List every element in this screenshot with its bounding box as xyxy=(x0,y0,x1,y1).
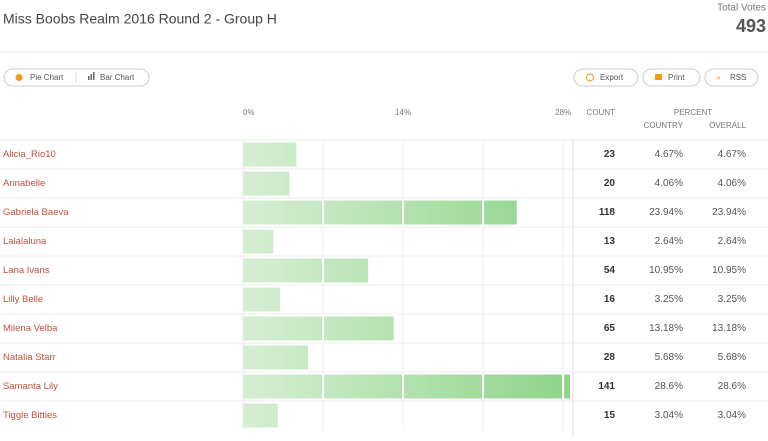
candidate-name: Lalalaluna xyxy=(3,236,47,247)
rss-icon: » xyxy=(716,73,721,82)
overall-percent: 2.64% xyxy=(718,236,746,247)
print-button[interactable]: Print xyxy=(668,73,685,82)
country-percent: 5.68% xyxy=(655,352,683,363)
vote-count: 15 xyxy=(604,410,616,421)
vote-count: 65 xyxy=(604,323,616,334)
bar xyxy=(243,229,274,254)
axis-tick-label: 28% xyxy=(555,108,571,117)
vote-count: 20 xyxy=(604,178,616,189)
overall-percent: 28.6% xyxy=(718,381,746,392)
vote-count: 16 xyxy=(604,294,616,305)
vote-count: 13 xyxy=(604,236,616,247)
poll-title: Miss Boobs Realm 2016 Round 2 - Group H xyxy=(3,11,277,27)
country-percent: 2.64% xyxy=(655,236,683,247)
bar-button[interactable]: Bar Chart xyxy=(100,73,135,82)
vote-count: 23 xyxy=(604,149,616,160)
export-button[interactable]: Export xyxy=(600,73,624,82)
candidate-name: Natalia Starr xyxy=(3,352,56,363)
bar xyxy=(243,200,517,225)
country-percent: 23.94% xyxy=(649,207,683,218)
candidate-name: Samanta Lily xyxy=(3,381,58,392)
pie-button[interactable]: Pie Chart xyxy=(30,73,64,82)
country-percent: 28.6% xyxy=(655,381,683,392)
vote-count: 54 xyxy=(604,265,616,276)
col-country: COUNTRY xyxy=(644,121,684,130)
col-overall: OVERALL xyxy=(709,121,746,130)
overall-percent: 4.06% xyxy=(718,178,746,189)
country-percent: 3.25% xyxy=(655,294,683,305)
country-percent: 4.06% xyxy=(655,178,683,189)
overall-percent: 3.25% xyxy=(718,294,746,305)
candidate-name: Lana Ivans xyxy=(3,265,50,276)
candidate-name: Tiggle Bitties xyxy=(3,410,57,421)
axis-tick-label: 14% xyxy=(395,108,411,117)
bar xyxy=(243,316,394,341)
overall-percent: 4.67% xyxy=(718,149,746,160)
rss-button[interactable]: RSS xyxy=(730,73,746,82)
country-percent: 10.95% xyxy=(649,265,683,276)
overall-percent: 23.94% xyxy=(712,207,746,218)
candidate-name: Milena Velba xyxy=(3,323,58,334)
bar xyxy=(243,345,308,370)
total-label: Total Votes xyxy=(717,3,766,14)
country-percent: 3.04% xyxy=(655,410,683,421)
axis-tick-label: 0% xyxy=(243,108,255,117)
bar xyxy=(243,403,278,428)
candidate-name: Alicia_Rio10 xyxy=(3,149,56,160)
bar xyxy=(243,287,281,312)
bar xyxy=(243,171,290,196)
total-votes: 493 xyxy=(736,16,766,36)
bar xyxy=(243,142,297,167)
col-count: COUNT xyxy=(587,108,616,117)
vote-count: 118 xyxy=(599,207,616,218)
country-percent: 13.18% xyxy=(649,323,683,334)
vote-count: 28 xyxy=(604,352,616,363)
overall-percent: 10.95% xyxy=(712,265,746,276)
pie-icon xyxy=(15,74,23,81)
col-percent: PERCENT xyxy=(674,108,712,117)
overall-percent: 3.04% xyxy=(718,410,746,421)
candidate-name: Gabriela Baeva xyxy=(3,207,69,218)
view-toggle: Pie Chart Bar Chart xyxy=(3,68,150,87)
candidate-name: Lilly Belle xyxy=(3,294,43,305)
vote-count: 141 xyxy=(598,381,615,392)
bar xyxy=(243,374,570,399)
country-percent: 4.67% xyxy=(655,149,683,160)
bar xyxy=(243,258,369,283)
overall-percent: 13.18% xyxy=(712,323,746,334)
actions: Export Print » RSS xyxy=(573,68,759,87)
candidate-name: Annabelle xyxy=(3,178,45,189)
overall-percent: 5.68% xyxy=(718,352,746,363)
